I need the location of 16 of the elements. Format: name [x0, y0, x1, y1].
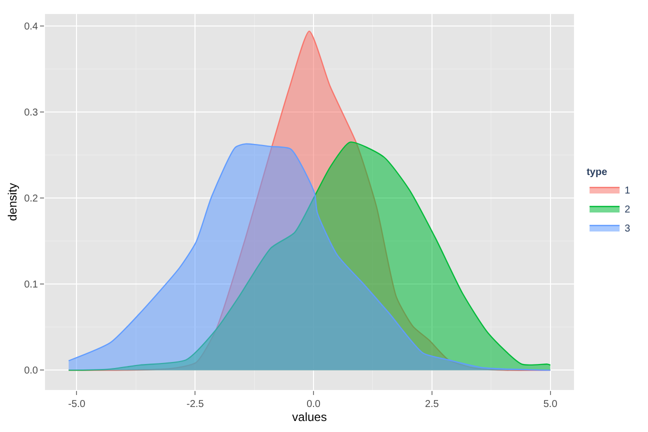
- legend-label: 2: [624, 204, 631, 216]
- y-axis-title: density: [5, 182, 20, 222]
- y-tick-label: 0.3: [24, 108, 38, 119]
- x-tick-label: -2.5: [186, 399, 204, 410]
- x-axis-title: values: [292, 410, 327, 424]
- x-tick-label: 5.0: [543, 399, 558, 410]
- legend-label: 3: [624, 223, 631, 234]
- legend-label: 1: [624, 185, 631, 196]
- y-tick-label: 0.1: [24, 280, 38, 291]
- x-tick-label: 2.5: [424, 399, 440, 410]
- x-tick-label: 0.0: [306, 399, 321, 410]
- y-tick-label: 0.2: [24, 194, 38, 205]
- y-tick-label: 0.4: [24, 22, 38, 33]
- x-tick-label: -5.0: [68, 399, 86, 410]
- legend-title: type: [586, 167, 608, 178]
- y-tick-label: 0.0: [24, 366, 38, 377]
